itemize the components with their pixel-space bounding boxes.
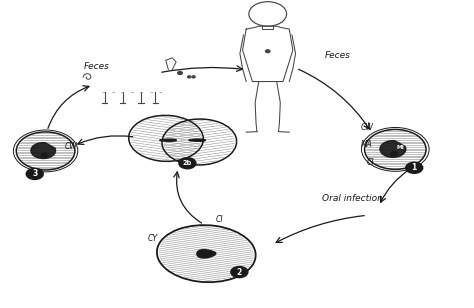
Ellipse shape (89, 65, 172, 92)
Polygon shape (380, 141, 406, 157)
Circle shape (406, 162, 423, 173)
Text: 2: 2 (237, 268, 242, 277)
Ellipse shape (158, 67, 192, 86)
Ellipse shape (128, 116, 203, 161)
Text: MA: MA (361, 140, 373, 149)
Circle shape (178, 71, 182, 75)
Text: CW: CW (361, 124, 374, 132)
Ellipse shape (162, 119, 237, 165)
Text: CI: CI (216, 215, 223, 225)
Text: 2b: 2b (183, 160, 192, 166)
Text: CI: CI (367, 158, 374, 167)
Circle shape (13, 130, 78, 172)
Polygon shape (197, 250, 216, 258)
Circle shape (231, 266, 248, 278)
Circle shape (391, 152, 397, 156)
Polygon shape (166, 58, 176, 70)
Circle shape (188, 76, 191, 78)
Ellipse shape (157, 225, 255, 282)
Text: MI: MI (396, 145, 404, 150)
Ellipse shape (184, 73, 199, 81)
Circle shape (179, 158, 196, 169)
Text: Feces: Feces (83, 62, 109, 71)
Polygon shape (189, 139, 206, 141)
Circle shape (26, 168, 43, 180)
Polygon shape (160, 139, 176, 141)
Text: Oral infection: Oral infection (322, 194, 383, 203)
Text: Feces: Feces (324, 51, 350, 60)
Circle shape (362, 128, 429, 171)
Text: CW: CW (64, 142, 77, 151)
Polygon shape (31, 143, 55, 159)
Polygon shape (243, 26, 293, 82)
Text: 1: 1 (411, 163, 417, 172)
Text: CY: CY (147, 234, 157, 243)
Circle shape (42, 153, 47, 157)
Text: 3: 3 (32, 169, 37, 178)
Circle shape (192, 76, 195, 78)
Circle shape (265, 50, 270, 53)
